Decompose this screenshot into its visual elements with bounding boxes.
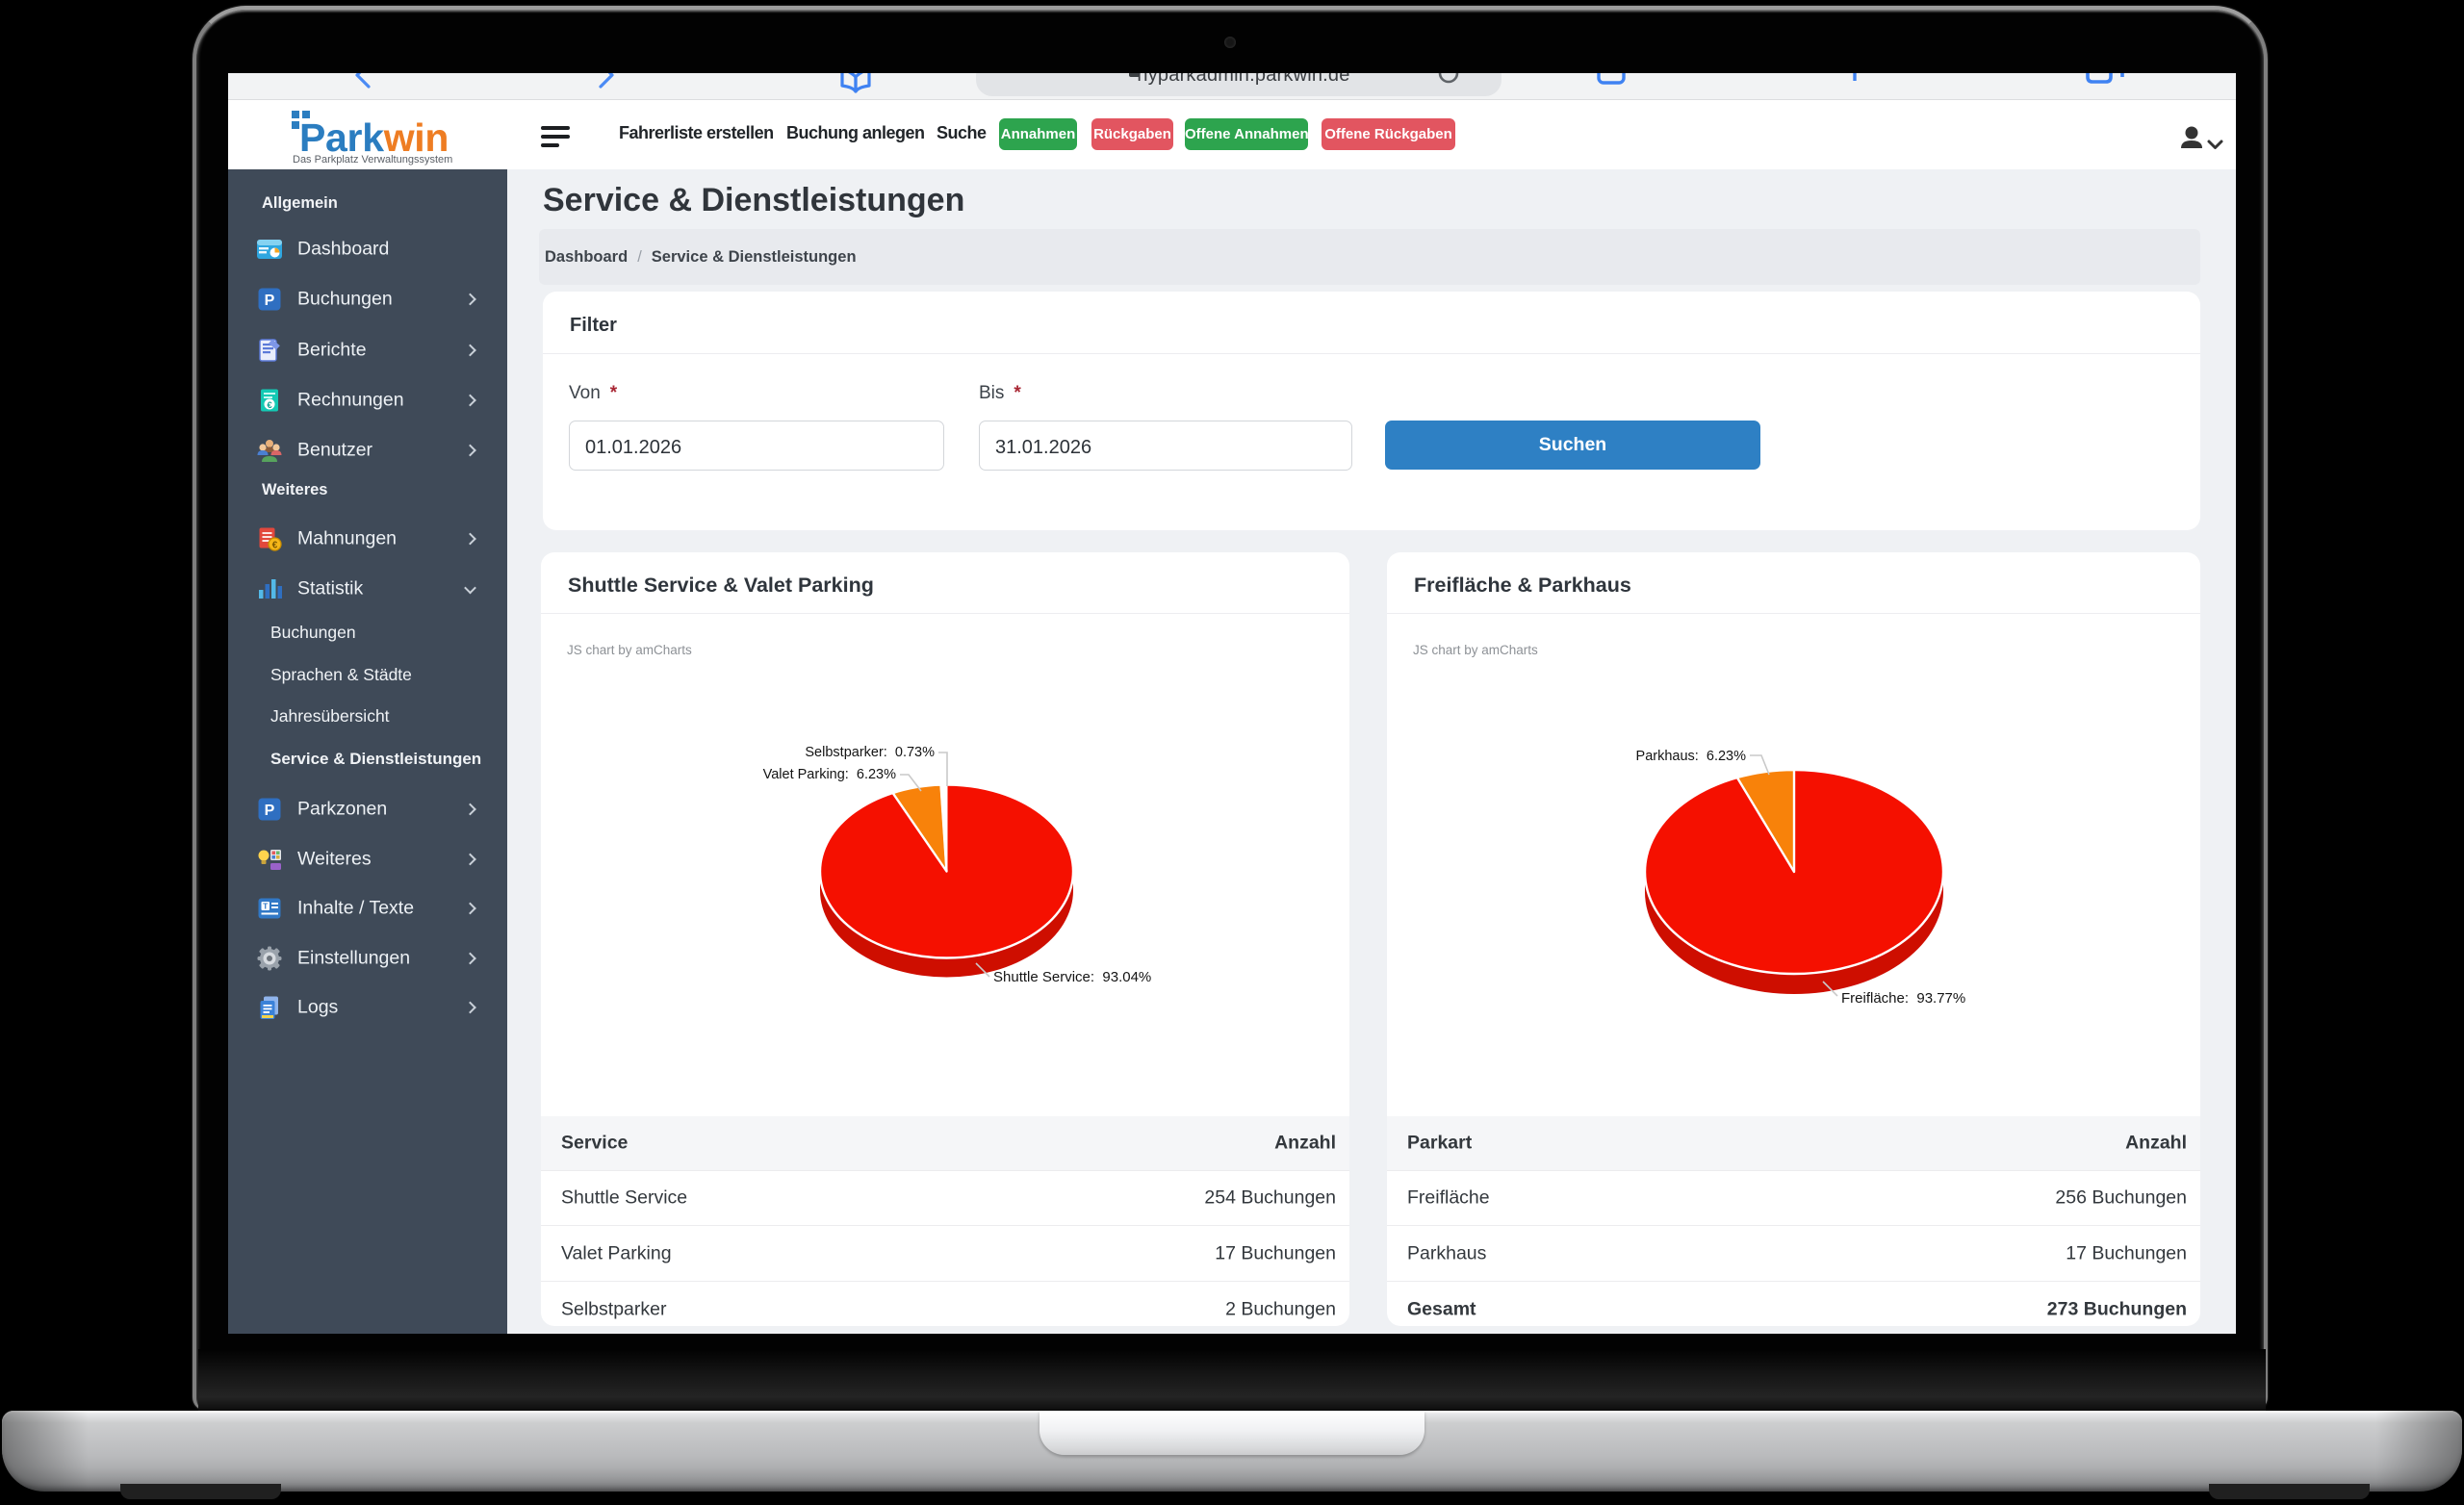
svg-text:T: T: [263, 902, 269, 911]
svg-text:€: €: [272, 541, 278, 551]
svg-text:Valet Parking: 6.23%: Valet Parking: 6.23%: [763, 767, 896, 782]
svg-text:Selbstparker: 0.73%: Selbstparker: 0.73%: [805, 745, 935, 760]
svg-text:Parkhaus: 6.23%: Parkhaus: 6.23%: [1636, 749, 1747, 764]
svg-text:P: P: [265, 293, 275, 309]
svg-text:€: €: [267, 400, 272, 411]
svg-text:hyparkadmin.parkwin.de: hyparkadmin.parkwin.de: [1137, 73, 1349, 86]
svg-text:Shuttle Service: 93.04%: Shuttle Service: 93.04%: [993, 969, 1151, 985]
svg-text:Freifläche: 93.77%: Freifläche: 93.77%: [1841, 990, 1965, 1007]
svg-text:P: P: [265, 803, 275, 819]
